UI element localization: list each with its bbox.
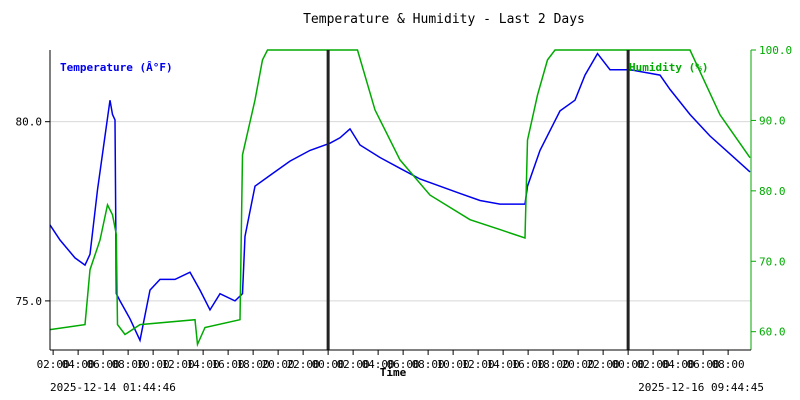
right-tick-label: 90.0	[759, 114, 786, 127]
x-tick-label: 06:00	[687, 358, 720, 371]
x-tick-label: 22:00	[587, 358, 620, 371]
x-tick-label: 16:00	[212, 358, 245, 371]
humidity-legend: Humidity (%)	[629, 61, 708, 74]
x-tick-label: 16:00	[512, 358, 545, 371]
x-tick-label: 14:00	[187, 358, 220, 371]
x-tick-label: 00:00	[312, 358, 345, 371]
humidity-line	[49, 49, 751, 348]
right-tick-label: 60.0	[759, 326, 786, 339]
x-tick-label: 18:00	[237, 358, 270, 371]
x-tick-label: 04:00	[362, 358, 395, 371]
right-tick-label: 80.0	[759, 185, 786, 198]
right-tick-label: 70.0	[759, 255, 786, 268]
x-tick-label: 14:00	[487, 358, 520, 371]
x-tick-label: 12:00	[162, 358, 195, 371]
x-tick-label: 10:00	[137, 358, 170, 371]
right-tick-label: 100.0	[759, 44, 792, 57]
temperature-line	[49, 52, 751, 343]
x-tick-label: 02:00	[37, 358, 70, 371]
x-tick-label: 08:00	[412, 358, 445, 371]
left-tick-label: 75.0	[16, 295, 43, 308]
x-tick-label: 20:00	[262, 358, 295, 371]
x-tick-label: 02:00	[337, 358, 370, 371]
x-tick-label: 18:00	[537, 358, 570, 371]
end-time-label: 2025-12-16 09:44:45	[638, 381, 764, 394]
temperature-legend: Temperature (Â°F)	[60, 61, 173, 74]
x-tick-label: 10:00	[437, 358, 470, 371]
x-tick-label: 08:00	[712, 358, 745, 371]
x-tick-label: 20:00	[562, 358, 595, 371]
x-axis-label: Time	[380, 366, 407, 379]
chart-title: Temperature & Humidity - Last 2 Days	[303, 12, 585, 27]
x-tick-label: 08:00	[112, 358, 145, 371]
x-tick-label: 04:00	[62, 358, 95, 371]
x-tick-label: 22:00	[287, 358, 320, 371]
left-tick-label: 80.0	[16, 116, 43, 129]
start-time-label: 2025-12-14 01:44:46	[50, 381, 176, 394]
x-tick-label: 06:00	[387, 358, 420, 371]
x-tick-label: 12:00	[462, 358, 495, 371]
x-tick-label: 04:00	[662, 358, 695, 371]
x-tick-label: 02:00	[637, 358, 670, 371]
x-tick-label: 00:00	[612, 358, 645, 371]
x-tick-label: 06:00	[87, 358, 120, 371]
